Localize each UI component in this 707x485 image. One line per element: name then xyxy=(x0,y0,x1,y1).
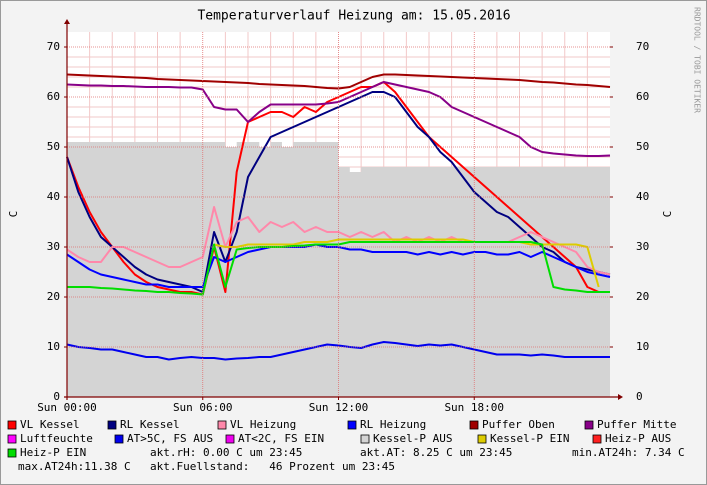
axes: 0 10 20 30 40 50 60 70 0 10 20 30 40 50 60 70 Sun 00:00 S… xyxy=(37,19,649,414)
legend-label: AT<2C, FS EIN xyxy=(238,432,324,445)
y2-axis-label: C xyxy=(661,211,674,218)
legend: VL Kessel RL Kessel VL Heizung RL Heizung Pu… xyxy=(7,418,685,473)
area xyxy=(67,142,610,397)
y2-tick-label: 70 xyxy=(636,40,649,53)
y-tick-label: 30 xyxy=(47,240,60,253)
y2-tick-label: 30 xyxy=(636,240,649,253)
y2-tick-label: 50 xyxy=(636,140,649,153)
stat-text: max.AT24h:11.38 C xyxy=(18,460,131,473)
legend-swatch xyxy=(114,434,124,444)
legend-swatch xyxy=(592,434,602,444)
y-axis-arrow xyxy=(64,19,70,24)
legend-swatch xyxy=(217,420,227,430)
legend-label: Heiz-P AUS xyxy=(605,432,671,445)
x-tick-label: Sun 18:00 xyxy=(444,401,504,414)
legend-swatch xyxy=(584,420,594,430)
y-tick-label: 10 xyxy=(47,340,60,353)
legend-swatch xyxy=(107,420,117,430)
y2-tick-label: 20 xyxy=(636,290,649,303)
y-tick-label: 70 xyxy=(47,40,60,53)
x-axis-arrow xyxy=(618,394,623,400)
legend-swatch xyxy=(7,434,17,444)
chart-title: Temperaturverlauf Heizung am: 15.05.2016 xyxy=(197,9,510,24)
legend-label: RL Kessel xyxy=(120,418,180,431)
y2-tick-label: 0 xyxy=(636,390,643,403)
legend-swatch xyxy=(7,420,17,430)
legend-label: VL Kessel xyxy=(20,418,80,431)
y-axis-label: C xyxy=(7,211,20,218)
legend-label: Puffer Oben xyxy=(482,418,555,431)
stat-text: akt.AT: 8.25 C um 23:45 xyxy=(360,446,512,459)
legend-label: VL Heizung xyxy=(230,418,296,431)
y2-tick-label: 60 xyxy=(636,90,649,103)
y2-tick-label: 40 xyxy=(636,190,649,203)
legend-label: AT>5C, FS AUS xyxy=(127,432,213,445)
legend-swatch xyxy=(477,434,487,444)
legend-swatch xyxy=(360,434,370,444)
legend-label: Kessel-P AUS xyxy=(373,432,452,445)
x-tick-label: Sun 06:00 xyxy=(173,401,233,414)
stat-text: akt.Fuellstand: 46 Prozent um 23:45 xyxy=(150,460,395,473)
watermark: RRDTOOL / TOBI OETIKER xyxy=(693,7,702,113)
stat-text: min.AT24h: 7.34 C xyxy=(572,446,685,459)
y-tick-label: 60 xyxy=(47,90,60,103)
legend-swatch xyxy=(7,448,17,458)
y-tick-label: 20 xyxy=(47,290,60,303)
y2-tick-label: 10 xyxy=(636,340,649,353)
line xyxy=(66,341,610,361)
legend-swatch xyxy=(469,420,479,430)
x-tick-label: Sun 00:00 xyxy=(37,401,97,414)
legend-swatch xyxy=(347,420,357,430)
y-tick-label: 40 xyxy=(47,190,60,203)
line xyxy=(213,238,600,288)
legend-label: Luftfeuchte xyxy=(20,432,93,445)
stat-text: akt.rH: 0.00 C um 23:45 xyxy=(150,446,302,459)
x-tick-label: Sun 12:00 xyxy=(309,401,369,414)
legend-label: RL Heizung xyxy=(360,418,426,431)
legend-label: Puffer Mitte xyxy=(597,418,676,431)
y-tick-label: 50 xyxy=(47,140,60,153)
legend-label: Heiz-P EIN xyxy=(20,446,86,459)
legend-label: Kessel-P EIN xyxy=(490,432,569,445)
legend-swatch xyxy=(225,434,235,444)
y-tick-label: 0 xyxy=(53,390,60,403)
